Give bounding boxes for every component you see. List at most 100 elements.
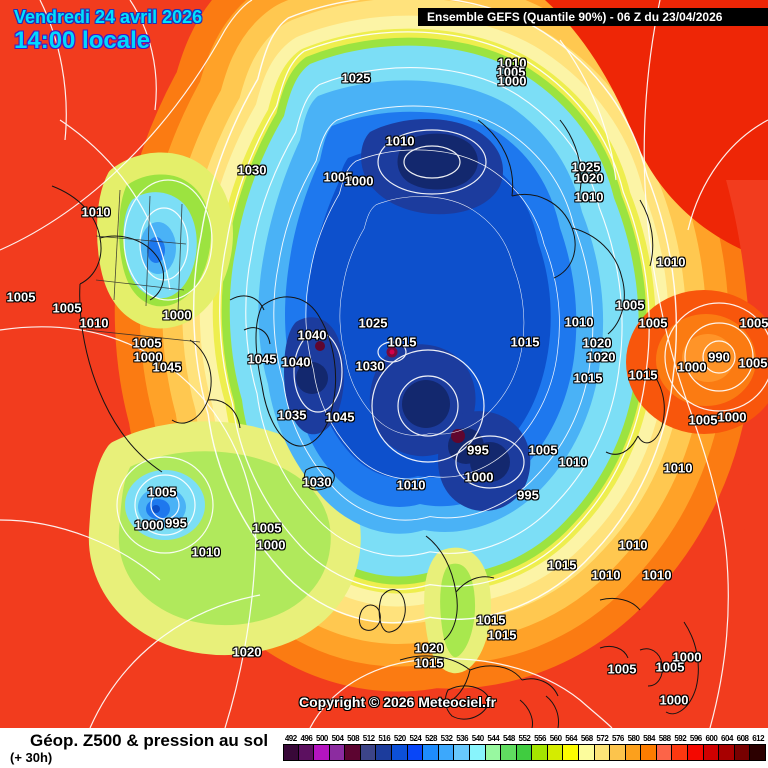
scale-cell — [516, 744, 533, 761]
coastlines — [51, 119, 699, 728]
scale-cell — [547, 744, 564, 761]
scale-tick-label: 612 — [752, 734, 765, 743]
scale-cell — [438, 744, 455, 761]
pressure-label: 995 — [467, 442, 489, 458]
scale-cell — [532, 744, 548, 761]
scale-cell — [485, 744, 502, 761]
pressure-label: 1005 — [6, 289, 36, 305]
pressure-label: 1000 — [677, 359, 707, 375]
pressure-label: 1040 — [281, 354, 311, 370]
scale-tick-label: 564 — [565, 734, 578, 743]
pressure-label: 1000 — [344, 173, 374, 189]
pressure-center-dot — [386, 346, 398, 358]
pressure-label: 1030 — [355, 358, 385, 374]
scale-tick-label: 516 — [378, 734, 391, 743]
pressure-label: 1010 — [564, 314, 594, 330]
pressure-label: 1000 — [464, 469, 494, 485]
scale-tick-label: 604 — [721, 734, 733, 743]
pressure-label: 1015 — [628, 367, 658, 383]
pressure-label: 1015 — [487, 627, 517, 643]
pressure-label: 1020 — [232, 644, 262, 660]
pressure-label: 1005 — [638, 315, 668, 331]
pressure-label: 1015 — [547, 557, 577, 573]
pressure-label: 1005 — [615, 297, 645, 313]
pressure-label: 1000 — [134, 517, 164, 533]
scale-cell — [625, 744, 642, 761]
scale-tick-label: 600 — [705, 734, 718, 743]
scale-tick-label: 560 — [549, 734, 562, 743]
pressure-label: 1005 — [738, 355, 768, 371]
pressure-label: 990 — [708, 349, 730, 365]
pressure-label: 1045 — [325, 409, 355, 425]
height-field — [0, 0, 768, 728]
pressure-label: 1005 — [688, 412, 718, 428]
scale-cell — [610, 744, 626, 761]
legend-subtitle: (+ 30h) — [10, 750, 53, 765]
pressure-label: 1000 — [133, 349, 163, 365]
scale-cell — [688, 744, 704, 761]
pressure-label: 1010 — [656, 254, 686, 270]
scale-tick-label: 548 — [502, 734, 515, 743]
pressure-label: 1045 — [152, 359, 182, 375]
copyright-text: Copyright © 2026 Meteociel.fr — [299, 694, 497, 710]
map-graphic — [0, 0, 768, 728]
pressure-label: 1010 — [385, 133, 415, 149]
scale-tick-label: 608 — [736, 734, 749, 743]
forecast-local-time: 14:00 locale — [14, 26, 151, 54]
color-scale: 492 496 500 504 508 512 516 520 524 528 532 536 540 5… — [283, 734, 766, 761]
pressure-label: 1005 — [528, 442, 558, 458]
color-scale-ticks: 492 496 500 504 508 512 516 520 524 528 532 536 540 5… — [283, 734, 766, 743]
pressure-label: 1020 — [414, 640, 444, 656]
scale-tick-label: 592 — [674, 734, 687, 743]
scale-cell — [392, 744, 408, 761]
scale-tick-label: 576 — [612, 734, 624, 743]
pressure-label: 1035 — [277, 407, 307, 423]
pressure-label: 1010 — [618, 537, 648, 553]
pressure-label: 1010 — [396, 477, 426, 493]
scale-cell — [407, 744, 424, 761]
pressure-label: 1015 — [414, 655, 444, 671]
scale-cell — [376, 744, 393, 761]
pressure-label: 1010 — [558, 454, 588, 470]
pressure-label: 1045 — [247, 351, 277, 367]
pressure-label: 1015 — [387, 334, 417, 350]
pressure-label: 1005 — [52, 300, 82, 316]
scale-cell — [719, 744, 735, 761]
pressure-label: 1010 — [497, 55, 527, 71]
pressure-label: 1010 — [663, 460, 693, 476]
color-scale-cells — [283, 744, 766, 761]
forecast-date: Vendredi 24 avril 2026 — [14, 7, 203, 27]
scale-tick-label: 532 — [440, 734, 453, 743]
pressure-label: 1020 — [574, 170, 604, 186]
pressure-label: 1030 — [302, 474, 332, 490]
pressure-label: 1005 — [739, 315, 768, 331]
pressure-label: 1005 — [252, 520, 282, 536]
map-area: 1025 1010 1005 1000 1010 1030 1005 1000 1025 1020… — [0, 0, 768, 728]
scale-tick-label: 584 — [643, 734, 656, 743]
scale-cell — [734, 744, 751, 761]
pressure-label: 1015 — [476, 612, 506, 628]
forecast-datetime: Vendredi 24 avril 2026 14:00 locale — [14, 8, 202, 53]
pressure-label: 1000 — [659, 692, 689, 708]
pressure-label: 995 — [517, 487, 539, 503]
scale-cell — [469, 744, 486, 761]
scale-cell — [578, 744, 595, 761]
scale-tick-label: 528 — [425, 734, 437, 743]
scale-tick-label: 496 — [300, 734, 313, 743]
scale-tick-label: 500 — [316, 734, 328, 743]
isobar-contours — [0, 0, 768, 728]
scale-cell — [360, 744, 377, 761]
pressure-label: 1005 — [323, 169, 353, 185]
scale-cell — [594, 744, 611, 761]
pressure-label: 1010 — [79, 315, 109, 331]
scale-cell — [423, 744, 439, 761]
pressure-label: 1000 — [162, 307, 192, 323]
scale-cell — [329, 744, 346, 761]
scale-tick-label: 556 — [534, 734, 546, 743]
scale-tick-label: 588 — [658, 734, 671, 743]
scale-tick-label: 492 — [284, 734, 297, 743]
pressure-label: 1020 — [586, 349, 616, 365]
pressure-label: 1030 — [237, 162, 267, 178]
pressure-label: 1000 — [497, 73, 527, 89]
